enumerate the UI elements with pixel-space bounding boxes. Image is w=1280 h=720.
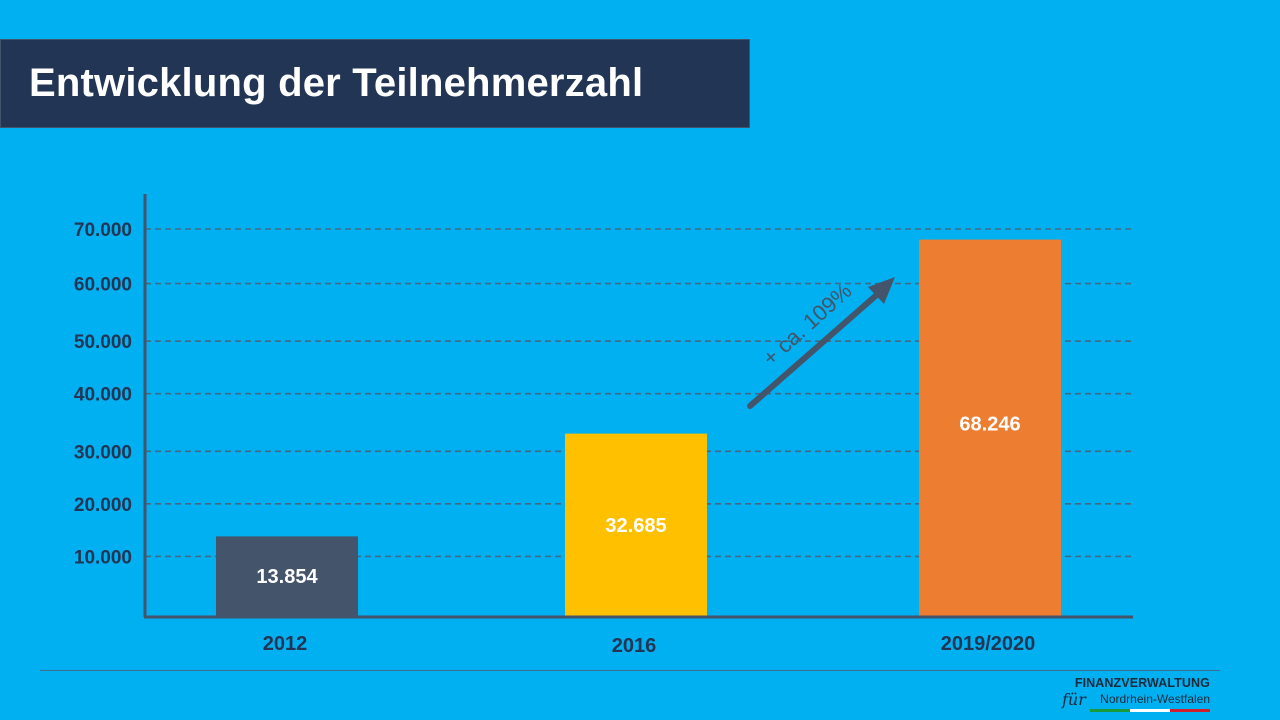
logo-line2: Nordrhein-Westfalen [1100,692,1210,706]
data-label: 68.246 [959,414,1020,436]
y-tick-label: 10.000 [74,547,132,568]
growth-arrow-head [868,277,895,304]
x-tick-label: 2019/2020 [941,633,1036,655]
logo-script: für [1062,690,1086,709]
title-bar: Entwicklung der Teilnehmerzahl [0,39,750,128]
logo-stripes [1090,709,1210,712]
data-label: 13.854 [256,566,318,588]
y-tick-label: 40.000 [74,385,132,406]
y-tick-label: 20.000 [74,495,132,516]
growth-arrow [747,289,883,409]
y-tick-label: 70.000 [74,220,132,241]
bar [919,239,1061,616]
y-tick-label: 50.000 [74,332,132,353]
finanzverwaltung-logo: FINANZVERWALTUNG für Nordrhein-Westfalen [1062,676,1212,718]
y-tick-label: 30.000 [74,442,132,463]
footer-divider [40,670,1220,671]
x-tick-label: 2012 [263,633,308,655]
bar [216,536,358,616]
logo-line1: FINANZVERWALTUNG [1074,676,1210,690]
bar [565,433,707,616]
y-tick-label: 60.000 [74,275,132,296]
page-title: Entwicklung der Teilnehmerzahl [29,61,644,105]
x-tick-label: 2016 [612,635,657,657]
data-label: 32.685 [605,515,666,537]
